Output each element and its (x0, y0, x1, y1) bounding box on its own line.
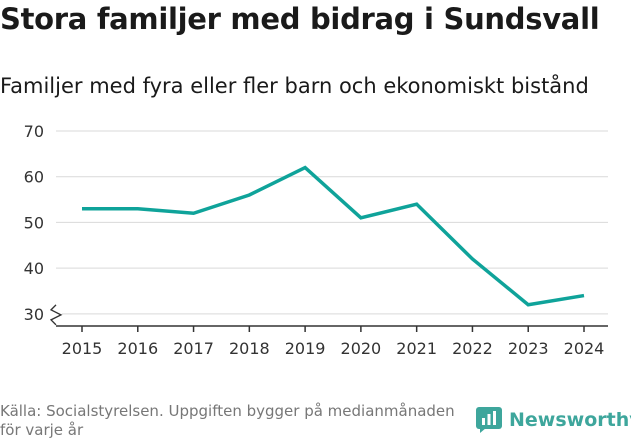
brand-logo[interactable]: Newsworthy (476, 407, 631, 433)
x-tick-label: 2022 (452, 339, 493, 358)
gridlines (56, 130, 608, 315)
axis-break-zigzag (49, 304, 63, 326)
x-tick-label: 2018 (229, 339, 270, 358)
x-axis-tick-labels: 2015 2016 2017 2018 2019 2020 2021 2022 2023 2024 (62, 326, 605, 358)
x-tick-label: 2020 (341, 339, 382, 358)
data-point-2016[interactable] (135, 206, 140, 211)
x-tick-label: 2015 (62, 339, 103, 358)
y-tick-label: 30 (24, 305, 44, 324)
data-point-2023[interactable] (526, 302, 531, 307)
data-point-2017[interactable] (191, 211, 196, 216)
chart-subtitle: Familjer med fyra eller fler barn och ek… (0, 74, 589, 98)
y-tick-label: 50 (24, 213, 44, 232)
data-point-2024[interactable] (582, 293, 587, 298)
x-tick-label: 2021 (396, 339, 437, 358)
x-tick-label: 2024 (564, 339, 605, 358)
x-tick-label: 2016 (117, 339, 158, 358)
chart-title: Stora familjer med bidrag i Sundsvall (0, 2, 600, 36)
data-point-2019[interactable] (303, 165, 308, 170)
x-tick-label: 2019 (285, 339, 326, 358)
newsworthy-logo-icon (476, 407, 502, 433)
y-tick-label: 70 (24, 122, 44, 141)
y-tick-label: 40 (24, 259, 44, 278)
x-tick-label: 2023 (508, 339, 549, 358)
data-point-2021[interactable] (414, 202, 419, 207)
axis-break-icon (49, 304, 63, 326)
data-point-2018[interactable] (247, 193, 252, 198)
y-tick-label: 60 (24, 168, 44, 187)
brand-name: Newsworthy (509, 409, 631, 431)
series-layer (80, 165, 587, 307)
data-point-2015[interactable] (80, 206, 85, 211)
y-axis-tick-labels: 30 40 50 60 70 (24, 122, 44, 324)
data-point-2020[interactable] (358, 215, 363, 220)
data-point-2022[interactable] (470, 257, 475, 262)
series-line-0 (82, 165, 585, 307)
source-note: Källa: Socialstyrelsen. Uppgiften bygger… (0, 402, 455, 439)
x-tick-label: 2017 (173, 339, 214, 358)
